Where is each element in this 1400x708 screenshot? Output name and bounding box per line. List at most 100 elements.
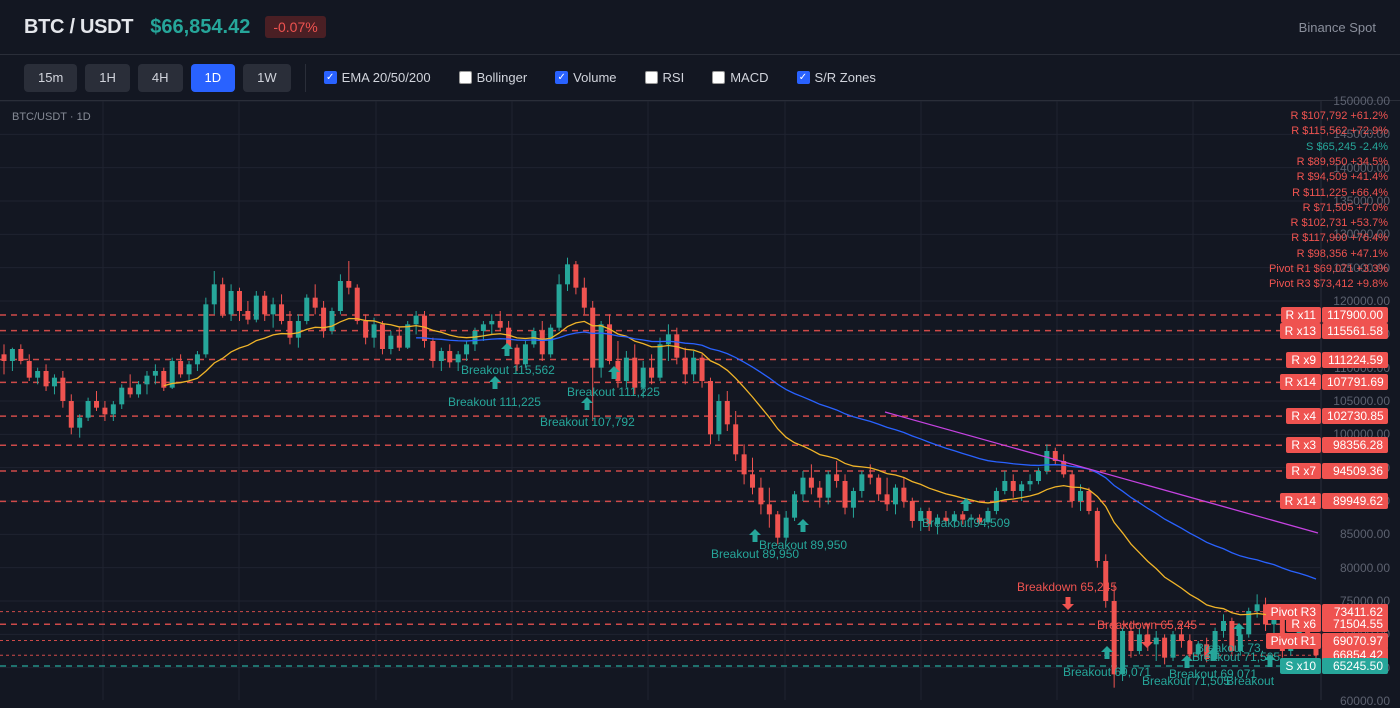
candle-body [363,321,369,338]
sr-label-tag: R x14 [1279,493,1321,510]
level-list-item: R $98,356 +47.1% [1296,247,1388,260]
timeframe-15m-button[interactable]: 15m [24,63,78,92]
indicator-macd-toggle[interactable]: MACD [712,70,769,85]
level-list-item: R $71,505 +7.0% [1302,201,1388,214]
timeframe-4h-button[interactable]: 4H [137,63,183,92]
candle-body [539,331,545,355]
candle-body [867,474,873,478]
timeframe-1d-button[interactable]: 1D [190,63,236,92]
checkbox-checked-icon[interactable]: ✓ [555,71,569,84]
y-axis-tick: 105000.00 [1333,394,1390,408]
checkbox-checked-icon[interactable]: ✓ [796,71,810,84]
candle-body [236,291,242,312]
candle-body [161,371,167,388]
candle-body [430,341,436,362]
candle-body [623,357,629,382]
candle-body [834,474,840,482]
candle-body [337,281,343,312]
sr-label-tag: R x9 [1286,351,1321,368]
arrow-up-icon [1101,646,1113,659]
header: BTC / USDT $66,854.42 -0.07% Binance Spo… [0,0,1400,55]
candle-body [682,357,688,375]
candle-body [464,344,470,355]
timeframe-1h-button[interactable]: 1H [85,63,130,92]
sr-label-tag: R x7 [1286,462,1321,479]
candle-body [590,307,596,368]
sr-label-tag: S x10 [1280,658,1321,675]
candle-body [1271,617,1277,625]
arrow-up-icon [749,529,761,542]
indicator-bollinger-toggle[interactable]: Bollinger [458,70,527,85]
candle-body [1254,604,1260,612]
price-chart[interactable] [0,101,1400,700]
candle-body [951,514,957,522]
candle-body [447,351,453,363]
indicator-s-r-zones-toggle[interactable]: ✓ S/R Zones [796,70,876,85]
arrow-up-icon [489,376,501,389]
candle-body [1086,491,1092,512]
candle-body [1162,637,1168,658]
candle-body [758,487,764,505]
candle-body [876,477,882,495]
indicator-volume-toggle[interactable]: ✓ Volume [555,70,617,85]
candle-body [1178,634,1184,642]
candle-body [884,494,890,505]
candle-body [60,377,66,402]
candle-body [1229,621,1235,652]
candle-body [312,297,318,308]
candle-body [825,474,831,498]
candle-body [1212,631,1218,660]
candle-body [413,315,419,325]
candle-body [127,387,133,395]
candle-body [287,321,293,338]
sr-label-tag: R x4 [1286,408,1321,425]
level-list-item: R $107,792 +61.2% [1290,110,1388,122]
candle-body [152,371,158,376]
candle-body [506,327,512,348]
candle-body [220,284,226,315]
checkbox-unchecked-icon[interactable] [644,71,658,84]
candle-body [1052,451,1058,462]
ema200-line [884,411,1319,534]
candle-body [329,311,335,332]
arrow-up-icon [581,397,593,410]
indicator-ema-20-50-200-toggle[interactable]: ✓ EMA 20/50/200 [323,70,431,85]
breakout-annotation: Breakout 71,505 [1192,650,1281,664]
breakout-annotation: Breakout 73, [1196,641,1265,655]
arrow-up-icon [1233,623,1245,636]
checkbox-checked-icon[interactable]: ✓ [323,71,337,84]
breakout-annotation: Breakout [1226,674,1275,688]
candle-body [699,357,705,382]
candle-body [993,491,999,512]
candle-body [1002,481,1008,492]
candle-body [1019,484,1025,492]
candle-body [943,517,949,522]
candle-body [640,367,646,388]
current-price: $66,854.42 [150,15,251,38]
candle-body [977,517,983,523]
candle-body [1195,644,1201,655]
candle-body [607,324,613,362]
candle-body [354,287,360,322]
breakout-annotation: Breakout 89,950 [759,538,848,552]
breakout-annotation: Breakout 107,792 [540,415,635,429]
candle-body [379,324,385,350]
indicator-rsi-toggle[interactable]: RSI [644,70,684,85]
candle-body [741,454,747,475]
candle-body [649,367,655,378]
checkbox-unchecked-icon[interactable] [458,71,472,84]
timeframe-1w-button[interactable]: 1W [243,63,291,92]
candle-body [1170,634,1176,658]
sr-label-tag: R x3 [1286,437,1321,454]
candle-body [1204,644,1210,660]
price-scale-tag: 98356.28 [1322,437,1388,454]
chart-area[interactable]: BTC/USDT · 1D 150000.00 145000.00 140000.0… [0,94,1400,708]
price-scale-tag: 107791.69 [1322,374,1388,391]
candle-body [346,281,352,288]
candle-body [1035,471,1041,482]
price-scale-tag: 89949.62 [1322,493,1388,510]
checkbox-unchecked-icon[interactable] [712,71,726,84]
candle-body [792,494,798,518]
candle-body [775,514,781,538]
candle-body [1,354,7,362]
